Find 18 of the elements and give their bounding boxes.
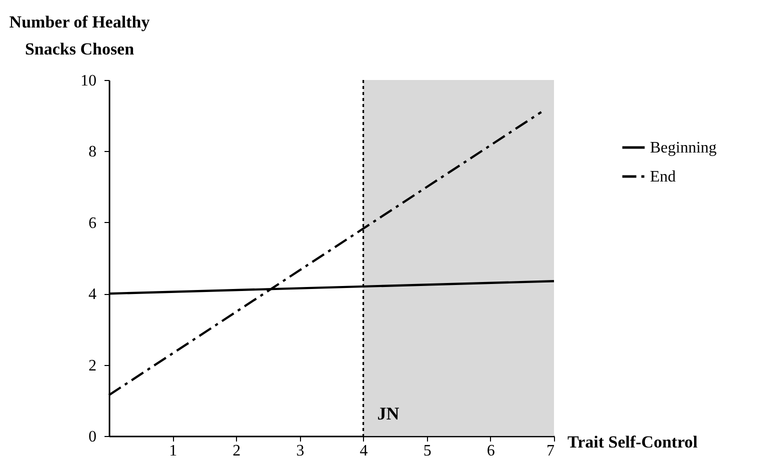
y-tick-label: 8 — [88, 144, 96, 161]
legend-label: End — [650, 168, 676, 186]
x-tick-label: 5 — [423, 442, 432, 460]
x-axis-title: Trait Self-Control — [568, 432, 698, 452]
x-tick-label: 6 — [486, 442, 495, 460]
legend-label: Beginning — [650, 140, 717, 156]
x-tick-label: 3 — [296, 442, 304, 460]
y-tick-label: 10 — [80, 72, 96, 90]
annotation: JN — [377, 404, 400, 424]
y-tick-label: 0 — [88, 428, 96, 446]
y-tick-label: 2 — [88, 357, 96, 374]
y-tick-label: 4 — [88, 286, 96, 304]
y-tick-label: 6 — [88, 214, 96, 232]
y-axis-title: Number of Healthy Snacks Chosen — [9, 12, 150, 58]
x-tick-label: 2 — [232, 442, 241, 460]
x-tick-label: 4 — [360, 442, 368, 460]
x-tick-label: 1 — [169, 442, 178, 460]
x-tick-label: 7 — [546, 442, 554, 460]
